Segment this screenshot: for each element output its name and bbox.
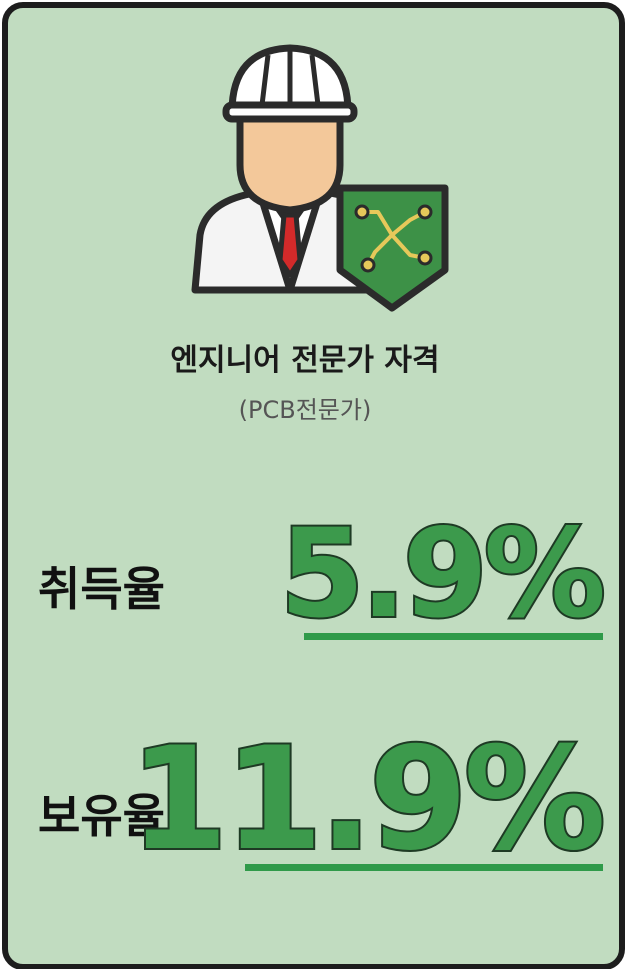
engineer-icon (191, 44, 449, 312)
stat-label: 보유율 (38, 789, 165, 843)
underline (245, 864, 603, 871)
card-title: 엔지니어 전문가 자격 (170, 343, 439, 378)
stat-value: 11.9% (129, 717, 602, 882)
stat-label: 취득율 (38, 562, 165, 616)
underline (304, 633, 603, 640)
stat-value: 5.9% (280, 503, 603, 645)
card-subtitle: (PCB전문가) (239, 396, 372, 424)
